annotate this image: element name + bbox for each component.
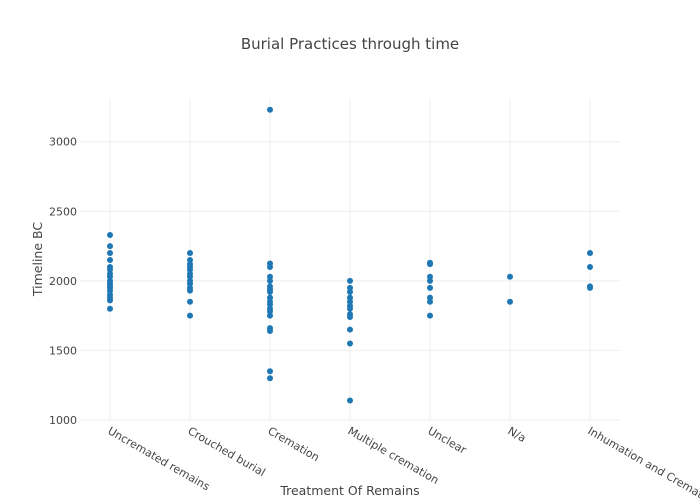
- gridlines: [80, 100, 620, 421]
- x-tick-label: Cremation: [266, 424, 322, 464]
- x-tick-label: Crouched burial: [186, 424, 268, 479]
- data-point[interactable]: [267, 263, 273, 270]
- data-point[interactable]: [507, 273, 513, 280]
- data-point[interactable]: [347, 340, 353, 347]
- data-point[interactable]: [187, 280, 193, 287]
- data-point[interactable]: [427, 312, 433, 319]
- data-point[interactable]: [107, 273, 113, 280]
- data-point[interactable]: [587, 284, 593, 291]
- data-point[interactable]: [587, 250, 593, 257]
- y-tick-label: 2000: [49, 275, 77, 288]
- y-tick-label: 3000: [49, 136, 77, 149]
- data-point[interactable]: [267, 301, 273, 308]
- x-axis-title: Treatment Of Remains: [279, 483, 419, 498]
- data-point[interactable]: [347, 289, 353, 295]
- data-point[interactable]: [107, 287, 113, 294]
- data-point[interactable]: [107, 250, 113, 257]
- data-point[interactable]: [107, 257, 113, 263]
- y-axis-ticks: 1000 1500 2000 2500 3000: [49, 136, 77, 427]
- data-point[interactable]: [347, 284, 353, 291]
- data-points: [107, 106, 593, 404]
- data-point[interactable]: [427, 277, 433, 284]
- data-point[interactable]: [187, 257, 193, 263]
- data-point[interactable]: [347, 305, 353, 312]
- data-point[interactable]: [107, 305, 113, 312]
- x-tick-label: N/a: [506, 424, 529, 445]
- data-point[interactable]: [107, 243, 113, 250]
- data-point[interactable]: [187, 273, 193, 280]
- data-point[interactable]: [187, 312, 193, 319]
- data-point[interactable]: [427, 284, 433, 291]
- data-point[interactable]: [267, 289, 273, 295]
- y-tick-label: 1000: [49, 414, 77, 427]
- data-point[interactable]: [347, 298, 353, 305]
- data-point[interactable]: [427, 298, 433, 305]
- data-point[interactable]: [187, 266, 193, 273]
- data-point[interactable]: [187, 250, 193, 257]
- data-point[interactable]: [267, 375, 273, 382]
- x-tick-label: Inhumation and Cremation: [586, 424, 700, 500]
- data-point[interactable]: [267, 294, 273, 301]
- data-point[interactable]: [347, 294, 353, 301]
- data-point[interactable]: [427, 261, 433, 268]
- data-point[interactable]: [187, 287, 193, 294]
- data-point[interactable]: [347, 277, 353, 284]
- data-point[interactable]: [107, 266, 113, 273]
- data-point[interactable]: [107, 297, 113, 304]
- data-point[interactable]: [187, 298, 193, 305]
- data-point[interactable]: [107, 231, 113, 238]
- data-point[interactable]: [267, 106, 273, 113]
- data-point[interactable]: [267, 308, 273, 315]
- data-point[interactable]: [507, 298, 513, 305]
- data-point[interactable]: [587, 263, 593, 270]
- x-tick-label: Unclear: [426, 424, 469, 457]
- data-point[interactable]: [267, 273, 273, 280]
- data-point[interactable]: [267, 277, 273, 284]
- y-tick-label: 2500: [49, 205, 77, 218]
- data-point[interactable]: [347, 397, 353, 404]
- data-point[interactable]: [427, 273, 433, 280]
- data-point[interactable]: [267, 368, 273, 375]
- data-point[interactable]: [267, 327, 273, 334]
- data-point[interactable]: [427, 294, 433, 301]
- chart-title: Burial Practices through time: [241, 35, 459, 53]
- data-point[interactable]: [347, 314, 353, 321]
- y-axis-title: Timeline BC: [30, 222, 45, 297]
- y-tick-label: 1500: [49, 344, 77, 357]
- data-point[interactable]: [267, 312, 273, 319]
- data-point[interactable]: [347, 326, 353, 333]
